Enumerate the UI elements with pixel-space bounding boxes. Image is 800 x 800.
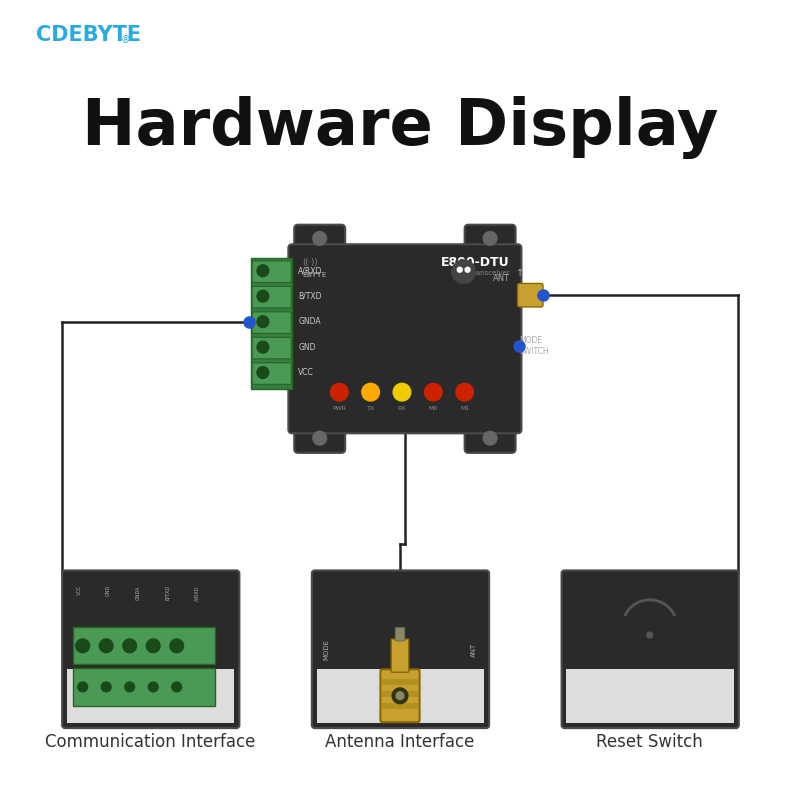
- Circle shape: [465, 267, 470, 272]
- FancyBboxPatch shape: [252, 312, 291, 334]
- Bar: [566, 670, 734, 723]
- Text: ↑: ↑: [515, 267, 524, 278]
- FancyBboxPatch shape: [252, 338, 291, 359]
- Text: ((·)): ((·)): [302, 258, 318, 267]
- FancyBboxPatch shape: [518, 283, 543, 307]
- Text: CDEBYTE: CDEBYTE: [36, 26, 141, 46]
- Circle shape: [257, 366, 269, 378]
- Text: TX: TX: [366, 406, 374, 411]
- FancyBboxPatch shape: [562, 570, 739, 728]
- Text: ®: ®: [121, 35, 130, 46]
- Circle shape: [172, 682, 182, 692]
- Circle shape: [257, 316, 269, 327]
- Circle shape: [99, 639, 113, 653]
- Bar: [73, 668, 215, 706]
- Circle shape: [125, 682, 134, 692]
- Bar: [251, 258, 292, 390]
- FancyBboxPatch shape: [252, 286, 291, 308]
- Circle shape: [102, 682, 111, 692]
- Circle shape: [452, 260, 475, 283]
- Text: Reset Switch: Reset Switch: [596, 733, 703, 751]
- Circle shape: [148, 682, 158, 692]
- Circle shape: [362, 383, 379, 401]
- Text: Antenna Interface: Antenna Interface: [326, 733, 474, 751]
- Circle shape: [393, 383, 410, 401]
- Text: GNDA: GNDA: [298, 317, 321, 326]
- Circle shape: [425, 383, 442, 401]
- FancyBboxPatch shape: [252, 362, 291, 384]
- Bar: [317, 670, 484, 723]
- FancyBboxPatch shape: [294, 225, 345, 254]
- Text: MODE: MODE: [323, 639, 330, 660]
- Text: GNDA: GNDA: [135, 585, 141, 600]
- Text: PWR: PWR: [332, 406, 346, 411]
- FancyBboxPatch shape: [312, 570, 489, 728]
- Circle shape: [123, 639, 137, 653]
- Text: M1: M1: [460, 406, 470, 411]
- Text: GND: GND: [106, 585, 111, 596]
- Text: ANT: ANT: [471, 642, 478, 657]
- FancyBboxPatch shape: [395, 627, 405, 641]
- FancyBboxPatch shape: [62, 570, 239, 728]
- Bar: [67, 670, 234, 723]
- Circle shape: [396, 692, 404, 700]
- Circle shape: [257, 342, 269, 353]
- FancyBboxPatch shape: [252, 261, 291, 282]
- Text: A/RXD: A/RXD: [194, 585, 199, 601]
- FancyBboxPatch shape: [294, 423, 345, 453]
- Text: B/TXD: B/TXD: [165, 585, 170, 600]
- Circle shape: [76, 639, 90, 653]
- FancyBboxPatch shape: [288, 244, 522, 434]
- Circle shape: [313, 231, 326, 246]
- Text: B/TXD: B/TXD: [298, 292, 322, 301]
- Text: E800-DTU: E800-DTU: [441, 256, 510, 269]
- FancyBboxPatch shape: [381, 670, 419, 722]
- Circle shape: [647, 632, 653, 638]
- Text: A/RXD: A/RXD: [298, 266, 322, 275]
- Circle shape: [392, 688, 408, 704]
- Text: Communication Interface: Communication Interface: [45, 733, 255, 751]
- FancyBboxPatch shape: [391, 639, 409, 672]
- Circle shape: [78, 682, 87, 692]
- Circle shape: [146, 639, 160, 653]
- Bar: [73, 627, 215, 665]
- Bar: [382, 702, 418, 709]
- Bar: [382, 679, 418, 685]
- Text: ANT: ANT: [493, 274, 510, 283]
- Circle shape: [330, 383, 348, 401]
- Circle shape: [313, 431, 326, 445]
- Text: MODE
SWITCH: MODE SWITCH: [519, 336, 549, 356]
- Circle shape: [483, 231, 497, 246]
- Circle shape: [170, 639, 183, 653]
- Text: Hardware Display: Hardware Display: [82, 96, 718, 159]
- Bar: [382, 691, 418, 697]
- Circle shape: [458, 267, 462, 272]
- Text: RX: RX: [398, 406, 406, 411]
- Text: VCC: VCC: [298, 368, 314, 377]
- FancyBboxPatch shape: [465, 423, 515, 453]
- Text: Data Transceiver: Data Transceiver: [451, 270, 510, 276]
- Circle shape: [483, 431, 497, 445]
- Text: VCC: VCC: [77, 585, 82, 595]
- Circle shape: [257, 265, 269, 277]
- Text: M0: M0: [429, 406, 438, 411]
- Circle shape: [456, 383, 474, 401]
- Text: GND: GND: [298, 342, 316, 352]
- FancyBboxPatch shape: [465, 225, 515, 254]
- Text: EBYTE: EBYTE: [302, 272, 326, 278]
- Circle shape: [257, 290, 269, 302]
